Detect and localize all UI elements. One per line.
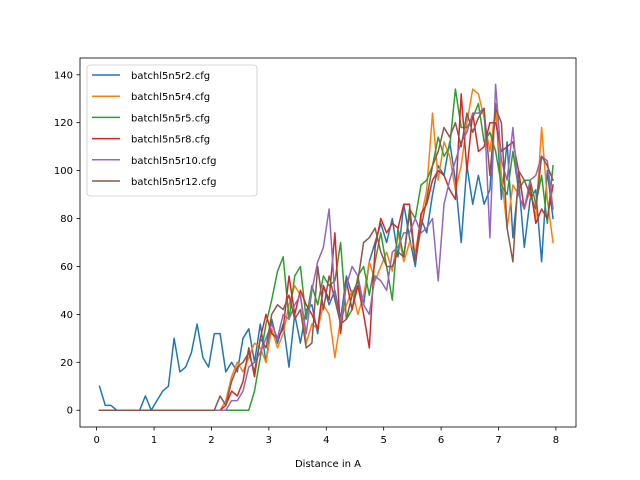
series-layer: [98, 83, 554, 411]
legend-label-2: batchl5n5r5.cfg: [131, 113, 210, 124]
x-tick-label: 0: [93, 435, 99, 446]
x-tick-label: 2: [208, 435, 214, 446]
legend-label-5: batchl5n5r12.cfg: [131, 177, 216, 188]
x-tick-label: 1: [151, 435, 157, 446]
legend-label-0: batchl5n5r2.cfg: [131, 71, 210, 82]
x-tick-label: 8: [553, 435, 559, 446]
legend-box: [86, 64, 258, 197]
x-tick-label: 3: [266, 435, 272, 446]
legend-label-3: batchl5n5r8.cfg: [131, 135, 210, 146]
y-axis: 0 20 40 60 80 100 120 140: [54, 70, 80, 417]
x-axis-label: Distance in A: [295, 459, 361, 470]
y-tick-label: 120: [54, 118, 73, 129]
y-tick-label: 140: [54, 70, 73, 81]
x-tick-label: 6: [438, 435, 444, 446]
legend: batchl5n5r2.cfg batchl5n5r4.cfg batchl5n5r…: [86, 64, 258, 197]
y-tick-label: 20: [60, 358, 73, 369]
y-tick-label: 0: [67, 406, 73, 417]
y-tick-label: 100: [54, 166, 73, 177]
x-tick-label: 4: [323, 435, 329, 446]
y-tick-label: 60: [60, 262, 73, 273]
x-tick-label: 7: [495, 435, 501, 446]
y-tick-label: 80: [60, 214, 73, 225]
series-line-5: [98, 107, 554, 411]
plot-frame: [79, 57, 577, 428]
x-axis: 0 1 2 3 4 5 6 7 8: [93, 427, 559, 446]
legend-label-4: batchl5n5r10.cfg: [131, 156, 216, 167]
x-tick-label: 5: [380, 435, 386, 446]
legend-label-1: batchl5n5r4.cfg: [131, 92, 210, 103]
y-tick-label: 40: [60, 310, 73, 321]
